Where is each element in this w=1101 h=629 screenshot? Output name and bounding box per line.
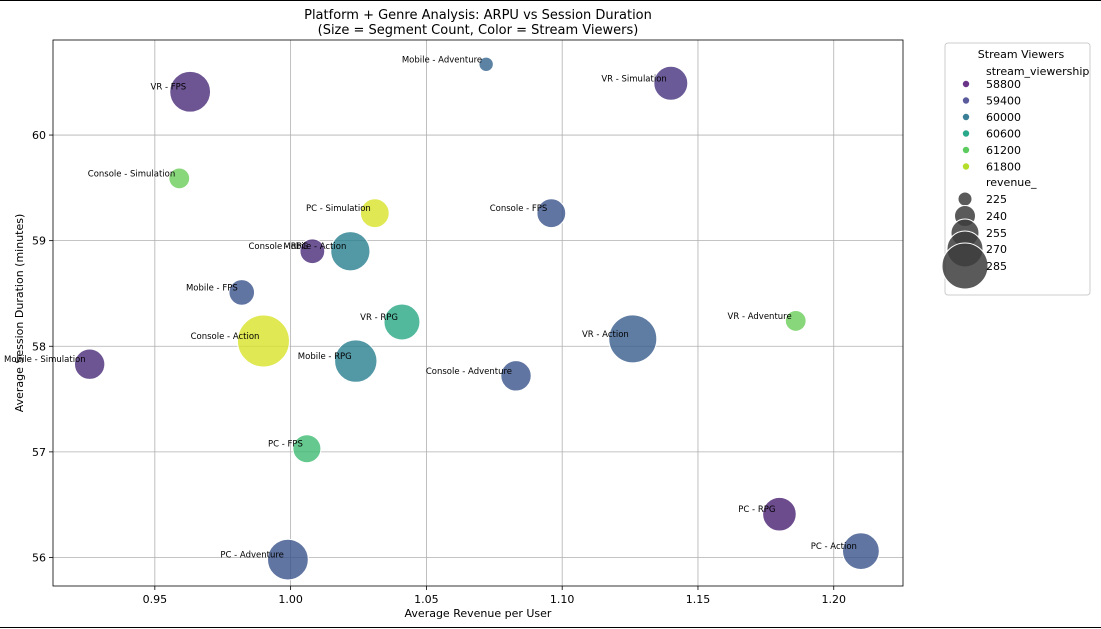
legend-size-label: 285 <box>986 260 1007 273</box>
legend-size-header: revenue_ <box>986 176 1037 189</box>
data-point-label: VR - Adventure <box>728 312 792 322</box>
data-point <box>292 434 322 464</box>
data-point-label: Console - RPG <box>249 242 309 252</box>
x-tick-label: 1.15 <box>686 593 711 606</box>
legend-title: Stream Viewers <box>978 48 1065 61</box>
data-point <box>73 348 106 380</box>
legend-color-entries: 58800 59400 60000 60600 61200 61800 <box>962 78 1021 174</box>
y-tick-label: 59 <box>32 235 46 248</box>
data-point-label: PC - Simulation <box>306 204 371 214</box>
data-point <box>762 496 797 532</box>
plot-area: Mobile - Adventure VR - Simulation VR - FP… <box>4 39 904 587</box>
chart-title-line1: Platform + Genre Analysis: ARPU vs Sessi… <box>304 8 652 23</box>
data-point-label: Console - Simulation <box>88 169 176 179</box>
legend-color-swatch <box>962 163 970 170</box>
legend-size-label: 270 <box>986 243 1007 256</box>
data-point <box>383 303 421 341</box>
y-axis-label: Average Session Duration (minutes) <box>13 214 26 413</box>
data-point-label: VR - Action <box>582 330 629 340</box>
legend-color-swatch <box>962 97 970 104</box>
data-point <box>228 279 256 306</box>
data-point <box>359 198 390 229</box>
legend-color-label: 61800 <box>986 161 1021 174</box>
data-point <box>330 231 371 272</box>
data-point-label: Mobile - Adventure <box>402 55 482 65</box>
legend-color-label: 61200 <box>986 144 1021 157</box>
y-tick-label: 60 <box>32 129 46 142</box>
legend-color-label: 60600 <box>986 128 1021 141</box>
legend-color-swatch <box>962 130 970 137</box>
data-point-label: VR - RPG <box>360 313 398 323</box>
y-tick-label: 57 <box>32 446 46 459</box>
scatter-points <box>73 56 880 581</box>
data-point-label: VR - Simulation <box>601 74 666 84</box>
data-point-label: Mobile - Action <box>283 242 346 252</box>
legend-color-swatch <box>962 146 970 154</box>
data-point-label: Console - Action <box>191 332 260 342</box>
data-point <box>236 314 290 368</box>
data-point-label: PC - FPS <box>268 440 303 450</box>
x-tick-label: 1.00 <box>278 593 303 606</box>
legend-color-header: stream_viewership <box>986 65 1089 78</box>
data-point <box>784 310 807 332</box>
data-point-label: Console - FPS <box>490 204 548 214</box>
x-tick-label: 1.05 <box>414 593 439 606</box>
legend-color-label: 58800 <box>986 78 1021 91</box>
data-point <box>169 70 212 113</box>
y-axis-ticks: 56 57 58 59 60 <box>32 129 53 564</box>
data-point-label: PC - Action <box>811 542 857 552</box>
data-point <box>334 339 378 383</box>
data-point <box>478 56 494 72</box>
legend-size-swatch <box>941 242 989 290</box>
data-point-label: VR - FPS <box>151 83 187 93</box>
x-axis-ticks: 0.95 1.00 1.05 1.10 1.15 1.20 <box>143 586 846 606</box>
data-point <box>500 360 532 392</box>
data-point-label: Console - Adventure <box>426 367 512 377</box>
data-point <box>842 532 880 571</box>
x-tick-label: 1.10 <box>550 593 575 606</box>
plot-frame <box>52 39 904 587</box>
data-point-label: Mobile - FPS <box>186 283 238 293</box>
data-point-label: Mobile - RPG <box>298 352 352 362</box>
data-point <box>608 314 658 364</box>
x-tick-label: 1.20 <box>822 593 847 606</box>
data-point <box>536 198 567 229</box>
grid-lines <box>53 40 903 586</box>
x-axis-label: Average Revenue per User <box>405 607 552 620</box>
chart-title-line2: (Size = Segment Count, Color = Stream Vi… <box>318 23 639 38</box>
legend-box <box>944 42 1091 296</box>
legend-color-label: 59400 <box>986 95 1021 108</box>
legend-size-label: 255 <box>986 227 1007 240</box>
data-point-label: PC - Adventure <box>220 551 284 561</box>
y-tick-label: 58 <box>32 340 46 353</box>
data-point-label: Mobile - Simulation <box>4 355 86 365</box>
x-tick-label: 0.95 <box>143 593 168 606</box>
data-point <box>168 167 191 190</box>
data-point <box>653 65 689 101</box>
data-point-label: PC - RPG <box>738 505 775 515</box>
legend-color-swatch <box>962 113 970 121</box>
legend: Stream Viewers stream_viewership 58800 59… <box>941 42 1091 296</box>
legend-size-entries: 225 240 255 270 285 <box>941 191 1007 290</box>
data-point <box>267 538 309 581</box>
legend-size-label: 240 <box>986 210 1007 223</box>
legend-color-swatch <box>962 80 970 88</box>
point-labels: Mobile - Adventure VR - Simulation VR - FP… <box>4 55 857 560</box>
y-tick-label: 56 <box>32 551 46 564</box>
legend-color-label: 60000 <box>986 111 1021 124</box>
legend-size-swatch <box>957 191 973 207</box>
data-point <box>299 238 326 265</box>
legend-size-label: 225 <box>986 193 1007 206</box>
